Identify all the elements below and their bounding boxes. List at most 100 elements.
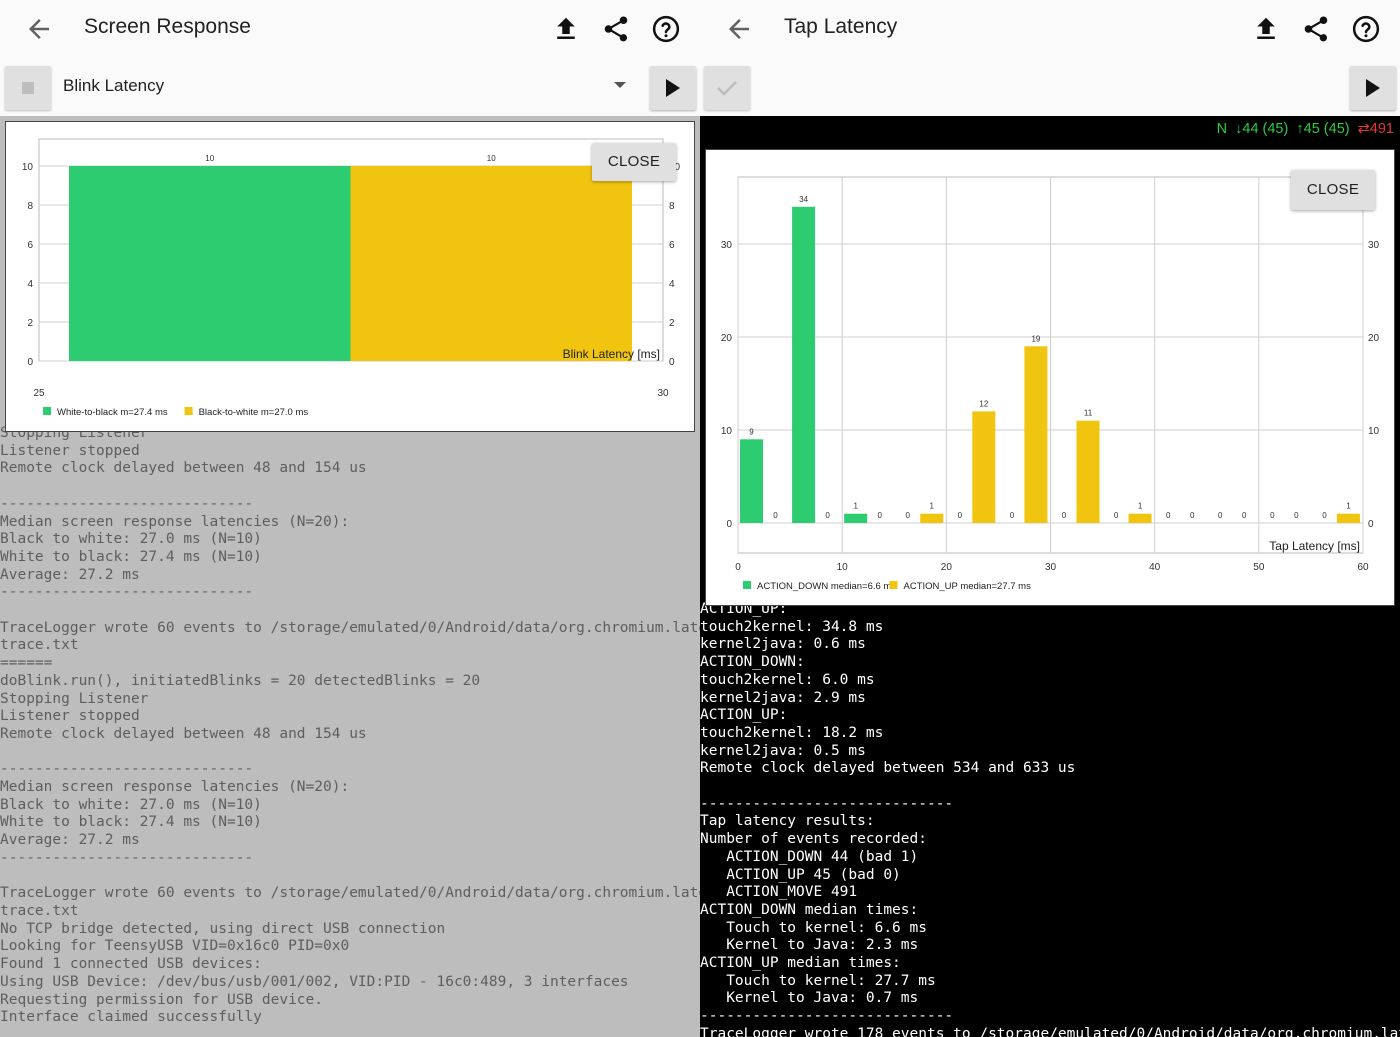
legend-swatch — [43, 407, 51, 415]
log-line: Kernel to Java: 0.7 ms — [700, 990, 919, 1007]
log-line: Interface claimed successfully — [0, 1009, 262, 1026]
y-tick-label: 10 — [22, 162, 34, 173]
share-icon[interactable] — [1301, 14, 1331, 44]
log-line: kernel2java: 2.9 ms — [700, 689, 866, 706]
y-tick-label: 30 — [721, 240, 733, 251]
counter-label: N — [1216, 121, 1228, 137]
legend-label: Black-to-white m=27.0 ms — [199, 407, 309, 418]
log-line: doBlink.run(), initiatedBlinks = 20 dete… — [0, 672, 481, 689]
y-tick-label: 4 — [27, 279, 33, 290]
chevron-down-icon[interactable] — [614, 82, 626, 88]
log-line: Average: 27.2 ms — [0, 832, 140, 849]
log-line: White to black: 27.4 ms (N=10) — [0, 814, 262, 831]
log-line: Remote clock delayed between 534 and 633… — [700, 760, 1076, 777]
data-label: 0 — [1062, 511, 1067, 520]
log-line: Average: 27.2 ms — [0, 566, 140, 583]
log-line: Listener stopped — [0, 442, 140, 459]
log-line: ----------------------------- — [0, 495, 254, 512]
log-line: Remote clock delayed between 48 and 154 … — [0, 460, 367, 477]
help-icon[interactable] — [1351, 14, 1381, 44]
log-line: kernel2java: 0.6 ms — [700, 636, 866, 653]
data-label: 0 — [1190, 511, 1195, 520]
log-line — [0, 478, 700, 496]
y-tick-label-right: 20 — [1368, 333, 1380, 344]
y-tick-label-right: 30 — [1368, 240, 1380, 251]
x-tick-label: 10 — [837, 562, 849, 573]
upload-icon[interactable] — [551, 14, 581, 44]
log-line: TraceLogger wrote 60 events to /storage/… — [0, 885, 700, 902]
log-line: Kernel to Java: 2.3 ms — [700, 937, 919, 954]
close-chart-button[interactable]: CLOSE — [1291, 170, 1375, 210]
data-label: 10 — [487, 154, 496, 163]
y-tick-label: 0 — [726, 519, 732, 530]
log-line: touch2kernel: 18.2 ms — [700, 724, 884, 741]
page-title: Screen Response — [84, 15, 251, 38]
y-tick-label-right: 8 — [669, 201, 675, 212]
toolbar: Blink Latency — [0, 58, 700, 116]
x-tick-label: 30 — [1045, 562, 1057, 573]
close-chart-button[interactable]: CLOSE — [592, 143, 676, 181]
data-label: 0 — [906, 511, 911, 520]
log-line: TraceLogger wrote 178 events to /storage… — [700, 1025, 1400, 1037]
bar — [1128, 513, 1152, 523]
log-line: TraceLogger wrote 60 events to /storage/… — [0, 619, 700, 636]
legend-label: ACTION_UP median=27.7 ms — [904, 581, 1032, 592]
x-tick-label: 20 — [941, 562, 953, 573]
log-line: Remote clock delayed between 48 and 154 … — [0, 725, 367, 742]
x-axis-label: Blink Latency [ms] — [563, 347, 660, 361]
bar — [69, 166, 351, 361]
help-icon[interactable] — [651, 14, 681, 44]
tap-latency-chart: 0 10 20 30 40 50 60 0 0 10 10 20 20 30 30 9 0 34 0 1 0 0 1 0 12 0… — [705, 149, 1395, 606]
back-arrow-icon[interactable] — [24, 14, 54, 44]
log-line: Median screen response latencies (N=20): — [0, 779, 350, 796]
data-label: 10 — [205, 154, 214, 163]
log-line: trace.txt — [0, 637, 79, 654]
upload-icon[interactable] — [1251, 14, 1281, 44]
data-label: 11 — [1084, 409, 1093, 418]
log-line: Touch to kernel: 6.6 ms — [700, 919, 927, 936]
log-line: Found 1 connected USB devices: — [0, 956, 262, 973]
test-type-select[interactable]: Blink Latency — [63, 76, 165, 95]
log-line: ----------------------------- — [700, 795, 954, 812]
data-label: 0 — [1010, 511, 1015, 520]
y-tick-label: 10 — [721, 426, 733, 437]
bar — [844, 513, 868, 523]
data-label: 19 — [1031, 334, 1040, 343]
back-arrow-icon[interactable] — [724, 14, 754, 44]
log-line: Median screen response latencies (N=20): — [0, 513, 350, 530]
data-label: 0 — [1242, 511, 1247, 520]
data-label: 34 — [799, 195, 808, 204]
stop-button[interactable] — [5, 66, 51, 110]
start-button[interactable] — [650, 66, 696, 110]
app-bar: Screen Response — [0, 0, 700, 58]
log-line: Touch to kernel: 27.7 ms — [700, 972, 936, 989]
log-line: Tap latency results: — [700, 813, 875, 830]
y-tick-label: 2 — [27, 318, 33, 329]
start-button[interactable] — [1350, 66, 1396, 110]
data-label: 12 — [979, 399, 988, 408]
log-line: ACTION_UP 45 (bad 0) — [700, 866, 901, 883]
log-line: ACTION_MOVE 491 — [700, 884, 858, 901]
x-tick-label: 30 — [657, 388, 669, 399]
y-tick-label: 0 — [27, 357, 33, 368]
log-line: Requesting permission for USB device. — [0, 991, 324, 1008]
log-line: Using USB Device: /dev/bus/usb/001/002, … — [0, 973, 629, 990]
share-icon[interactable] — [601, 14, 631, 44]
bar — [792, 206, 816, 524]
data-label: 0 — [825, 511, 830, 520]
log-line — [0, 744, 700, 762]
confirm-button[interactable] — [704, 66, 750, 110]
log-line: Black to white: 27.0 ms (N=10) — [0, 531, 262, 548]
bar — [1336, 513, 1360, 523]
toolbar — [700, 58, 1400, 116]
data-label: 0 — [1114, 511, 1119, 520]
log-line — [0, 868, 700, 886]
legend-swatch — [889, 581, 898, 589]
log-line: trace.txt — [0, 902, 79, 919]
log-output[interactable]: ACTION_UP: touch2kernel: 34.8 ms kernel2ja… — [700, 601, 1400, 1037]
log-line: ACTION_DOWN: — [700, 654, 805, 671]
tap-latency-panel: ACTION_UP: touch2kernel: 34.8 ms kernel2ja… — [700, 0, 1400, 1037]
